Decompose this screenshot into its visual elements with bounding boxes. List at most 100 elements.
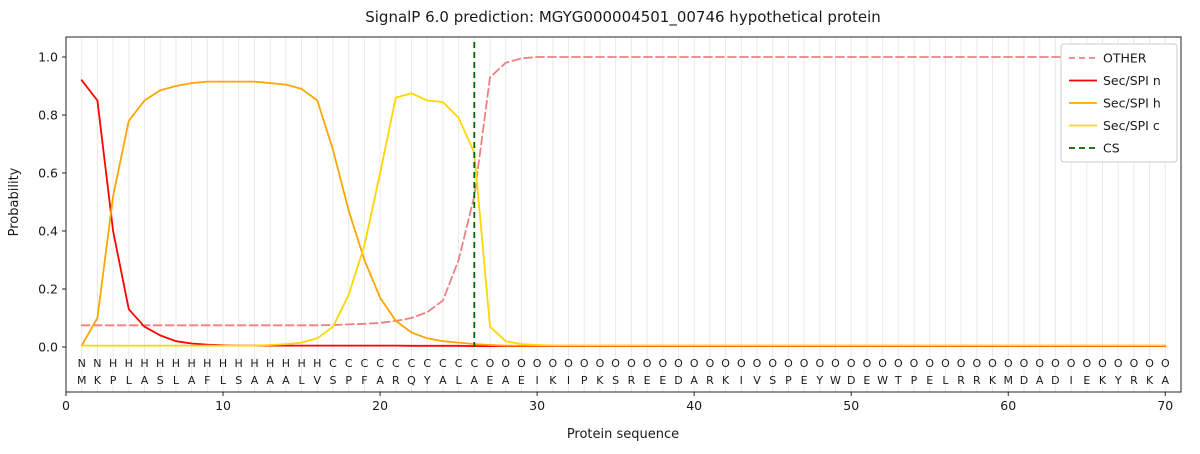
- region-letter: O: [1035, 357, 1044, 370]
- region-letter: O: [658, 357, 667, 370]
- sequence-letter: E: [644, 374, 651, 387]
- sequence-letter: D: [847, 374, 855, 387]
- series-line-sec-spi-c: [80, 92, 1167, 347]
- y-tick-label: 0.0: [38, 340, 58, 355]
- x-tick-label: 70: [1157, 398, 1173, 413]
- sequence-letter: T: [894, 374, 902, 387]
- sequence-letter: L: [220, 374, 227, 387]
- x-tick-label: 60: [1000, 398, 1016, 413]
- region-letter: O: [972, 357, 981, 370]
- y-tick-label: 1.0: [38, 50, 58, 65]
- region-letter: H: [313, 357, 321, 370]
- region-letter: C: [345, 357, 353, 370]
- sequence-letter: S: [235, 374, 242, 387]
- region-letter: O: [941, 357, 950, 370]
- x-tick-label: 40: [686, 398, 702, 413]
- sequence-letter: E: [659, 374, 666, 387]
- x-tick-label: 50: [843, 398, 859, 413]
- sequence-letter: P: [581, 374, 588, 387]
- sequence-letter: L: [173, 374, 180, 387]
- sequence-letter: V: [753, 374, 761, 387]
- region-letter: O: [831, 357, 840, 370]
- sequence-letter: E: [801, 374, 808, 387]
- region-letter: H: [266, 357, 274, 370]
- y-tick-label: 0.8: [38, 108, 58, 123]
- y-axis-label: Probability: [7, 167, 22, 236]
- region-letter: O: [1051, 357, 1060, 370]
- series-line-other: [80, 56, 1167, 327]
- x-tick-label: 30: [529, 398, 545, 413]
- sequence-letter: E: [518, 374, 525, 387]
- sequence-letter: K: [1146, 374, 1154, 387]
- sequence-letter: I: [740, 374, 743, 387]
- region-letter: O: [611, 357, 620, 370]
- y-tick-label: 0.6: [38, 166, 58, 181]
- sequence-letter: R: [1130, 374, 1138, 387]
- region-letter: O: [1020, 357, 1029, 370]
- region-letter: O: [800, 357, 809, 370]
- sequence-letter: D: [1020, 374, 1028, 387]
- legend-label: CS: [1103, 141, 1120, 156]
- region-letter: H: [219, 357, 227, 370]
- region-letter: O: [1004, 357, 1013, 370]
- sequence-letter: W: [830, 374, 841, 387]
- sequence-letter: L: [456, 374, 463, 387]
- sequence-letter: E: [1083, 374, 1090, 387]
- sequence-letter: I: [1069, 374, 1072, 387]
- sequence-letter: L: [126, 374, 133, 387]
- sequence-letter: A: [502, 374, 510, 387]
- sequence-letter: W: [877, 374, 888, 387]
- sequence-letter: P: [110, 374, 117, 387]
- sequence-letter: M: [1004, 374, 1014, 387]
- region-letter: O: [863, 357, 872, 370]
- sequence-letter: Y: [815, 374, 823, 387]
- region-letter: O: [988, 357, 997, 370]
- sequence-letter: A: [376, 374, 384, 387]
- sequence-letter: K: [596, 374, 604, 387]
- sequence-letter: I: [535, 374, 538, 387]
- region-letter: O: [1161, 357, 1170, 370]
- sequence-letter: Q: [407, 374, 416, 387]
- region-letter: H: [203, 357, 211, 370]
- sequence-letter: A: [251, 374, 259, 387]
- region-letter: C: [361, 357, 369, 370]
- region-letter: H: [235, 357, 243, 370]
- plot-title: SignalP 6.0 prediction: MGYG000004501_00…: [365, 8, 881, 27]
- region-letter: O: [486, 357, 495, 370]
- region-letter: N: [93, 357, 101, 370]
- region-letter: O: [847, 357, 856, 370]
- region-letter: H: [125, 357, 133, 370]
- region-letter: O: [706, 357, 715, 370]
- region-letter: H: [172, 357, 180, 370]
- region-letter: H: [140, 357, 148, 370]
- region-letter: O: [910, 357, 919, 370]
- region-letter: O: [643, 357, 652, 370]
- y-axis-ticks: 0.0 0.2 0.4 0.6 0.8 1.0: [38, 50, 66, 355]
- sequence-letter: F: [361, 374, 367, 387]
- region-letter: H: [282, 357, 290, 370]
- legend-label: OTHER: [1103, 51, 1147, 66]
- region-letter: O: [674, 357, 683, 370]
- region-letter: C: [329, 357, 337, 370]
- region-letter: O: [690, 357, 699, 370]
- region-letter: O: [596, 357, 605, 370]
- sequence-letter: R: [392, 374, 400, 387]
- region-letter: O: [533, 357, 542, 370]
- sequence-letter: F: [204, 374, 210, 387]
- region-letter: O: [925, 357, 934, 370]
- legend-box: [1060, 43, 1178, 163]
- sequence-letter: A: [141, 374, 149, 387]
- x-axis-ticks: 0 10 20 30 40 50 60 70: [62, 392, 1173, 413]
- region-letter: O: [517, 357, 526, 370]
- region-letter: O: [878, 357, 887, 370]
- sequence-letter: K: [722, 374, 730, 387]
- sequence-letter: Y: [423, 374, 431, 387]
- region-letter: O: [737, 357, 746, 370]
- region-letter: N: [78, 357, 86, 370]
- x-tick-label: 20: [372, 398, 388, 413]
- region-letter: C: [408, 357, 416, 370]
- region-letter: O: [564, 357, 573, 370]
